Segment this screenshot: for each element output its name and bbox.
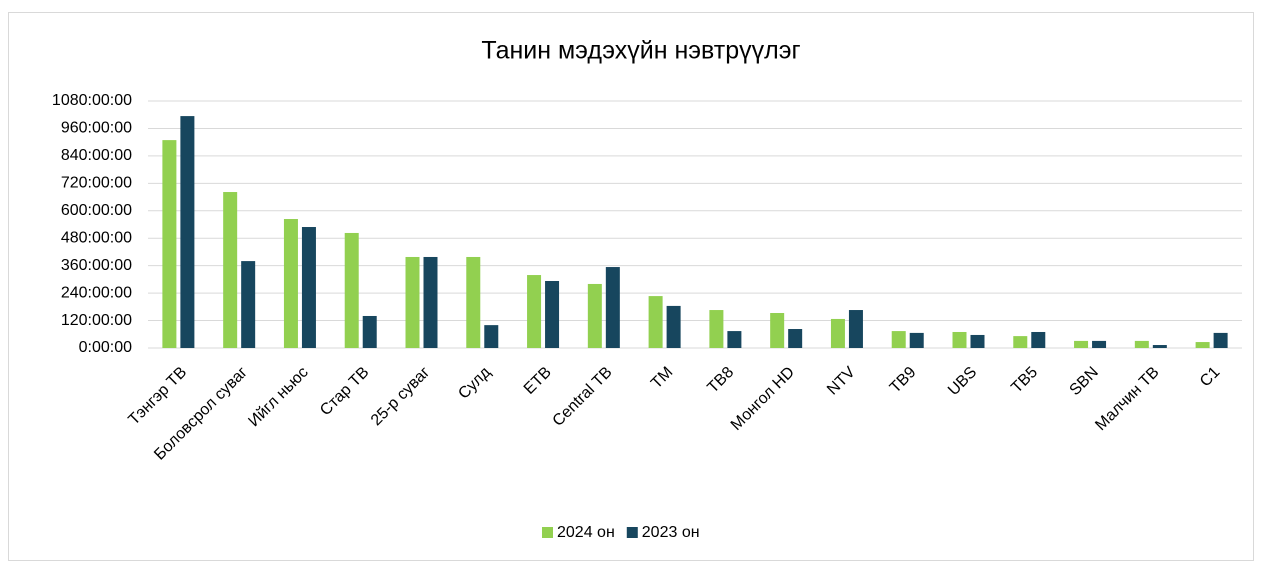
bar [1074,340,1089,348]
bar [727,331,742,348]
y-tick-label: 960:00:00 [61,120,132,137]
y-tick-label: 1080:00:00 [52,92,132,109]
legend-swatch [626,527,638,538]
y-tick-label: 480:00:00 [61,229,132,246]
bar [666,305,681,348]
y-tick-label: 0:00:00 [79,339,132,356]
bar [891,331,906,348]
chart-border [8,12,1254,561]
bar [545,280,560,348]
bar [241,261,256,348]
bar [283,219,298,348]
bar [423,256,438,348]
chart-title: Танин мэдэхүйн нэвтрүүлэг [481,37,800,65]
bar [180,116,195,348]
bar [527,275,542,348]
y-tick-label: 120:00:00 [61,312,132,329]
bar [770,313,785,348]
y-tick-label: 720:00:00 [61,175,132,192]
bar [301,227,316,348]
bar [362,315,377,348]
bar [788,329,803,348]
y-tick-label: 240:00:00 [61,284,132,301]
bar [587,283,602,348]
bar [1195,342,1210,348]
bar [970,334,985,348]
bar [1013,336,1028,348]
bar [848,310,863,348]
bar [405,256,420,348]
bar [830,318,845,348]
bar [1213,332,1228,348]
bar [223,192,238,348]
bar [344,232,359,348]
bar [909,332,924,348]
legend-label: 2024 он [557,524,615,541]
bar [484,325,499,348]
y-tick-label: 360:00:00 [61,257,132,274]
legend-label: 2023 он [642,524,700,541]
bar [1092,340,1107,348]
legend-swatch [542,527,553,538]
bar [648,296,663,348]
bar [709,310,724,348]
bar [162,140,177,348]
bar [466,256,481,348]
bar [605,267,620,348]
y-tick-label: 840:00:00 [61,147,132,164]
bar [952,331,967,348]
bar [1152,345,1167,348]
bar [1134,340,1149,348]
bar [1031,331,1046,348]
y-tick-label: 600:00:00 [61,202,132,219]
